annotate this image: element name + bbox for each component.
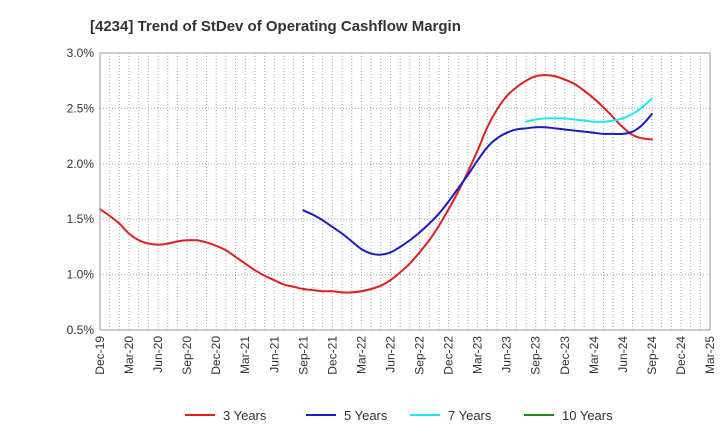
- x-tick-label: Mar-22: [354, 336, 368, 374]
- x-tick-label: Jun-21: [267, 336, 281, 373]
- series-line-7-years: [525, 97, 653, 123]
- series-layer: [99, 74, 653, 294]
- x-tick-label: Dec-22: [442, 336, 456, 375]
- x-tick-label: Jun-22: [383, 336, 397, 373]
- legend-label-3-years: 3 Years: [223, 408, 267, 423]
- x-tick-label: Sep-23: [529, 336, 543, 375]
- plot-area: [100, 53, 710, 330]
- x-tick-label: Mar-25: [703, 336, 717, 374]
- x-tick-label: Dec-20: [209, 336, 223, 375]
- y-axis-ticks: 0.5% 1.0% 1.5% 2.0% 2.5% 3.0%: [67, 46, 95, 337]
- plot-border: [99, 52, 711, 331]
- x-tick-label: Jun-23: [500, 336, 514, 373]
- series-line-3-years: [99, 74, 653, 294]
- x-tick-label: Dec-21: [325, 336, 339, 375]
- x-tick-label: Mar-23: [471, 336, 485, 374]
- legend-label-10-years: 10 Years: [562, 408, 613, 423]
- series-line-5-years: [302, 112, 653, 256]
- x-tick-label: Jun-20: [151, 336, 165, 373]
- legend: 3 Years 5 Years 7 Years 10 Years: [185, 408, 613, 423]
- x-tick-label: Sep-20: [180, 336, 194, 375]
- x-tick-label: Dec-24: [674, 336, 688, 375]
- y-tick-label: 1.5%: [67, 212, 95, 226]
- x-tick-label: Jun-24: [616, 336, 630, 373]
- x-axis-ticks: Dec-19 Mar-20 Jun-20 Sep-20 Dec-20 Mar-21 Jun-…: [93, 336, 717, 375]
- y-tick-label: 2.0%: [67, 157, 95, 171]
- x-tick-label: Sep-24: [645, 336, 659, 375]
- y-tick-label: 1.0%: [67, 268, 95, 282]
- x-tick-label: Sep-22: [413, 336, 427, 375]
- legend-label-7-years: 7 Years: [448, 408, 492, 423]
- x-tick-label: Dec-23: [558, 336, 572, 375]
- legend-label-5-years: 5 Years: [344, 408, 388, 423]
- x-tick-label: Mar-24: [587, 336, 601, 374]
- x-tick-label: Dec-19: [93, 336, 107, 375]
- x-tick-label: Mar-21: [238, 336, 252, 374]
- y-tick-label: 0.5%: [67, 323, 95, 337]
- y-tick-label: 2.5%: [67, 101, 95, 115]
- chart-title: [4234] Trend of StDev of Operating Cashf…: [90, 18, 461, 35]
- x-tick-label: Mar-20: [122, 336, 136, 374]
- y-tick-label: 3.0%: [67, 46, 95, 60]
- x-tick-label: Sep-21: [296, 336, 310, 375]
